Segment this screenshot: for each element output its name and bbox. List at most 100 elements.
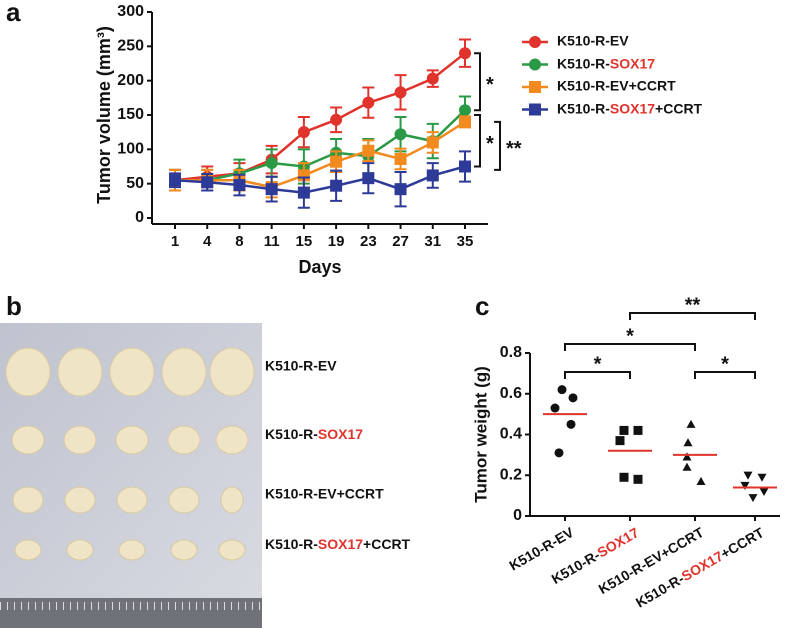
marker [696, 476, 706, 485]
marker [297, 126, 310, 139]
marker [394, 152, 407, 165]
tumor [118, 539, 146, 561]
tumor [14, 539, 42, 561]
x-tick-label: 35 [457, 233, 474, 250]
y-tick-label: 0.2 [500, 466, 522, 483]
significance-bracket [694, 371, 756, 379]
panel-label: b [6, 291, 22, 321]
significance-label: * [626, 325, 634, 347]
text-part: SOX17 [594, 524, 641, 561]
tumor [220, 486, 244, 514]
y-tick-label: 250 [117, 38, 144, 55]
marker [682, 462, 692, 471]
text-part: K510-R- [265, 536, 318, 552]
legend-label: K510-R-SOX17 [557, 55, 655, 71]
text-part: +CCRT [363, 536, 411, 552]
y-tick-label: 300 [117, 3, 144, 20]
x-tick-label: 27 [392, 233, 409, 250]
text-part: K510-R- [557, 100, 610, 116]
tumor [170, 539, 198, 561]
x-tick-label: 8 [235, 233, 243, 250]
text-part: SOX17 [318, 426, 363, 442]
marker [362, 96, 375, 109]
significance-bracket [494, 120, 501, 171]
y-tick-label: 0.8 [500, 344, 522, 361]
y-tick-label: 0 [135, 209, 144, 226]
marker [740, 481, 750, 490]
x-tick-label: 15 [296, 233, 313, 250]
marker [394, 86, 407, 99]
series-line [175, 120, 466, 189]
tumor [218, 539, 246, 561]
legend-label: K510-R-EV+CCRT [557, 78, 676, 94]
marker [683, 438, 693, 447]
marker [554, 448, 564, 458]
marker [459, 104, 471, 117]
legend-label: K510-R-SOX17+CCRT [557, 100, 703, 116]
panel-label: a [6, 0, 21, 27]
y-tick-label: 0.6 [500, 385, 522, 402]
tumor [57, 347, 103, 397]
tumor [66, 539, 94, 561]
tumor [116, 486, 148, 514]
marker [743, 471, 753, 480]
x-tick-label: 1 [171, 233, 179, 250]
marker [529, 81, 541, 93]
significance-label: * [486, 74, 494, 96]
significance-bracket [629, 312, 756, 320]
series-line [174, 52, 466, 182]
text-part: K510-R- [265, 426, 318, 442]
marker [757, 473, 767, 482]
marker [619, 425, 629, 435]
marker [362, 172, 375, 185]
marker [459, 160, 471, 173]
series-line [175, 109, 466, 182]
text-part: +CCRT [718, 524, 767, 562]
text-part: K510-R- [557, 55, 610, 71]
marker [759, 487, 769, 497]
marker [265, 157, 278, 170]
x-tick-label: 31 [424, 233, 441, 250]
marker [550, 403, 560, 413]
marker [633, 474, 643, 484]
y-axis-label: Tumor weight (g) [471, 366, 490, 503]
marker [566, 419, 576, 429]
tumor [161, 347, 207, 397]
x-tick-label: 11 [264, 233, 280, 250]
row-label: K510-R-SOX17+CCRT [265, 536, 411, 552]
marker [394, 128, 407, 141]
significance-bracket [474, 114, 481, 168]
tumor [167, 425, 201, 455]
panel-label: c [475, 291, 489, 321]
marker [557, 385, 567, 395]
row-label: K510-R-EV [265, 358, 337, 374]
tumor [115, 425, 149, 455]
tumor [168, 486, 200, 514]
row-label: K510-R-SOX17 [265, 426, 363, 442]
marker [169, 174, 181, 187]
significance-label: * [594, 353, 602, 375]
text-part: SOX17 [679, 547, 726, 584]
y-tick-label: 0.4 [500, 426, 522, 443]
y-tick-label: 150 [117, 106, 144, 123]
text-part: K510-R- [633, 570, 687, 610]
marker [748, 494, 758, 503]
text-part: +CCRT [655, 100, 703, 116]
marker [682, 452, 692, 461]
significance-label: * [721, 353, 729, 375]
marker [459, 115, 471, 128]
marker [529, 58, 541, 71]
y-tick-label: 200 [117, 72, 144, 89]
marker [265, 183, 278, 196]
y-tick-label: 50 [126, 175, 144, 192]
series-line [174, 165, 466, 194]
significance-bracket [564, 371, 631, 379]
y-tick-label: 100 [117, 141, 144, 158]
axis [529, 353, 780, 517]
text-part: SOX17 [318, 536, 363, 552]
marker [459, 47, 471, 60]
tumor [63, 425, 97, 455]
marker [633, 425, 643, 435]
marker [529, 103, 541, 116]
